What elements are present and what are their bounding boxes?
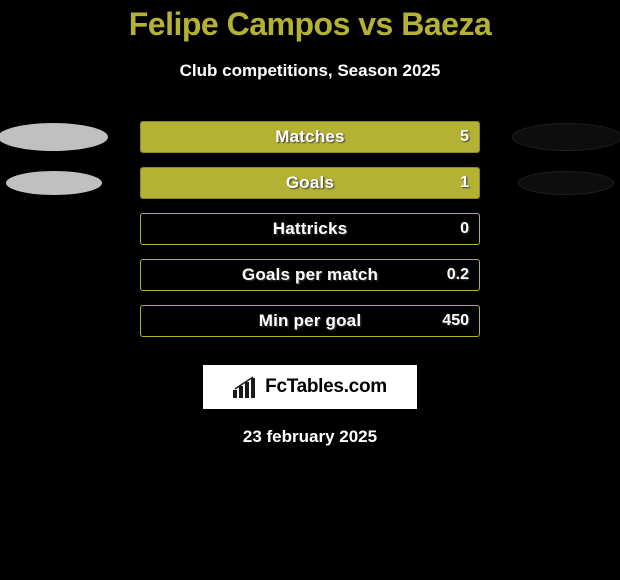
stat-bar: Goals 1 (140, 167, 480, 199)
stat-value: 450 (442, 312, 469, 330)
stat-bar: Hattricks 0 (140, 213, 480, 245)
left-ellipse-slot (0, 123, 108, 151)
stat-label: Goals per match (242, 265, 378, 285)
player1-marker (0, 123, 108, 151)
stat-value: 0 (460, 220, 469, 238)
left-ellipse-slot (0, 171, 108, 195)
barchart-icon (233, 376, 259, 398)
stat-value: 5 (460, 128, 469, 146)
page-title: Felipe Campos vs Baeza (0, 6, 620, 43)
player2-marker (512, 123, 620, 151)
player2-marker (518, 171, 614, 195)
right-ellipse-slot (512, 123, 620, 151)
attribution-logo: FcTables.com (203, 365, 417, 409)
stat-row: Min per goal 450 (0, 305, 620, 337)
stat-label: Hattricks (273, 219, 348, 239)
subtitle: Club competitions, Season 2025 (0, 61, 620, 81)
date-label: 23 february 2025 (0, 427, 620, 447)
stat-row: Hattricks 0 (0, 213, 620, 245)
stat-row: Goals per match 0.2 (0, 259, 620, 291)
stat-label: Matches (275, 127, 344, 147)
stat-value: 0.2 (447, 266, 469, 284)
stat-value: 1 (460, 174, 469, 192)
stat-bar: Goals per match 0.2 (140, 259, 480, 291)
stat-label: Min per goal (259, 311, 362, 331)
stat-row: Goals 1 (0, 167, 620, 199)
comparison-infographic: Felipe Campos vs Baeza Club competitions… (0, 0, 620, 580)
attribution-text: FcTables.com (265, 376, 387, 398)
stat-rows: Matches 5 Goals 1 Hattricks 0 Goals per match 0… (0, 121, 620, 337)
right-ellipse-slot (512, 171, 620, 195)
stat-label: Goals (286, 173, 334, 193)
stat-bar: Matches 5 (140, 121, 480, 153)
player1-marker (6, 171, 102, 195)
stat-bar: Min per goal 450 (140, 305, 480, 337)
stat-row: Matches 5 (0, 121, 620, 153)
